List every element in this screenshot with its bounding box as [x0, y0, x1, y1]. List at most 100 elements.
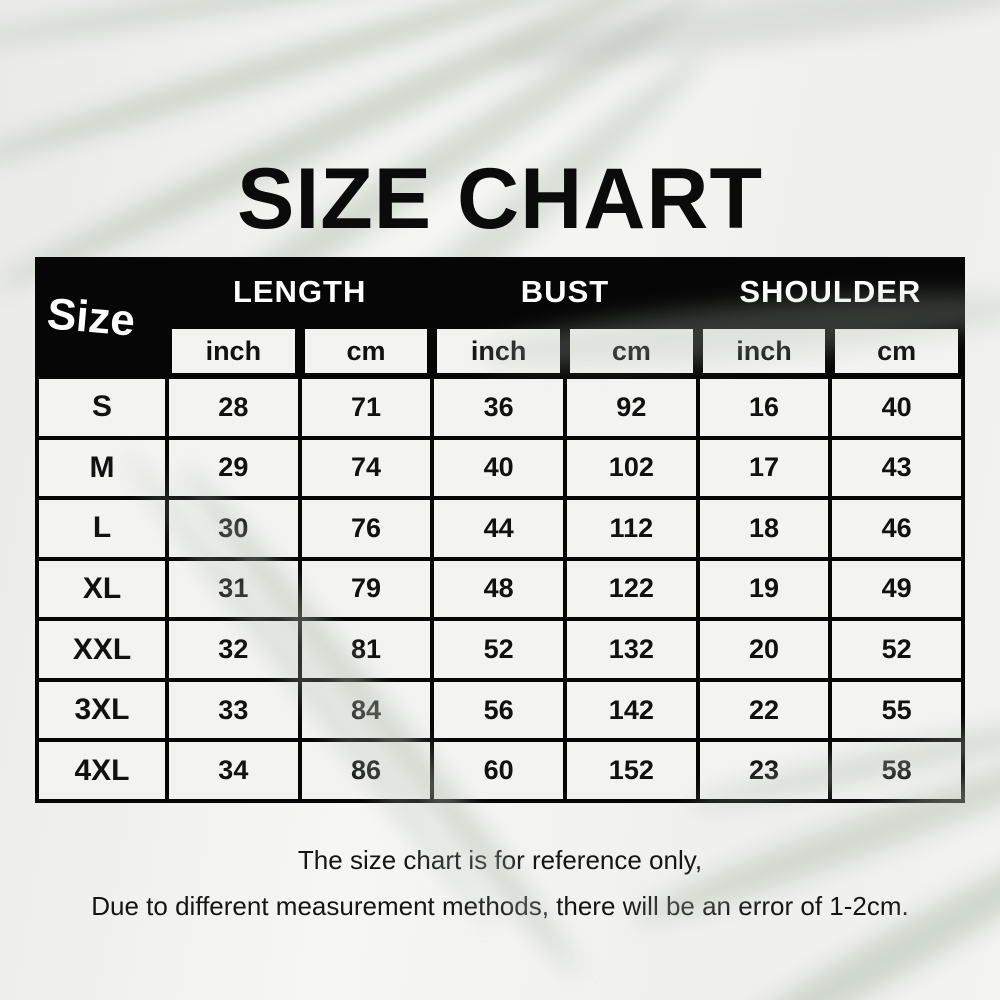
measurement-cell-label: 30 [218, 512, 249, 543]
measurement-cell: 18 [699, 500, 829, 557]
measurement-cell: 17 [699, 439, 829, 497]
measurement-cell: 56 [434, 681, 563, 739]
size-chart-table: Size LENGTH BUST SHOULDER inch cm inch cm inch cm… [35, 257, 965, 803]
measurement-cell: 81 [301, 621, 431, 678]
measurement-cell: 58 [832, 742, 961, 799]
measurement-cell-label: 132 [608, 634, 654, 665]
measurement-cell-label: 23 [748, 755, 780, 786]
measurement-cell: 55 [832, 681, 961, 739]
measurement-cell: 28 [169, 379, 298, 436]
measurement-cell-label: 52 [881, 634, 912, 665]
measurement-cell: 43 [832, 439, 961, 497]
measurement-cell: 40 [434, 439, 563, 497]
measurement-cell-label: 48 [483, 573, 514, 604]
measurement-cell: 76 [301, 500, 431, 557]
measurement-cell-label: 43 [881, 452, 912, 483]
measurement-cell: 52 [434, 621, 563, 678]
measurement-cell: 84 [301, 681, 431, 739]
measurement-cell: 29 [169, 439, 298, 497]
measurement-cell: 92 [567, 379, 696, 436]
measurement-cell-label: 19 [748, 573, 780, 604]
measurement-cell-label: 32 [218, 634, 249, 665]
footer-notes: The size chart is for reference only, Du… [0, 837, 1000, 929]
measurement-cell-label: 86 [350, 755, 382, 786]
measurement-cell: 16 [699, 379, 829, 436]
measurement-cell-label: 92 [616, 391, 647, 422]
measurement-cell-label: 79 [350, 573, 382, 604]
measurement-cell-label: 29 [218, 452, 249, 483]
measurement-cell-label: 81 [350, 634, 382, 665]
measurement-cell: 46 [832, 500, 961, 557]
column-group-header-length: LENGTH [169, 261, 431, 323]
size-row-label-label: XL [82, 571, 122, 605]
measurement-cell: 132 [567, 621, 696, 678]
measurement-cell-label: 142 [608, 694, 654, 725]
measurement-cell-label: 56 [483, 694, 514, 725]
unit-header-label: cm [611, 335, 651, 366]
measurement-cell-label: 152 [608, 755, 654, 786]
measurement-cell: 23 [699, 742, 829, 799]
measurement-cell: 49 [832, 560, 961, 618]
measurement-cell-label: 76 [350, 512, 382, 543]
measurement-cell-label: 55 [881, 694, 912, 725]
measurement-cell: 32 [169, 621, 298, 678]
size-corner-header: Size [39, 261, 165, 375]
measurement-cell: 20 [699, 621, 829, 678]
measurement-cell: 33 [169, 681, 298, 739]
measurement-cell-label: 22 [748, 694, 780, 725]
unit-header: cm [835, 329, 958, 373]
size-row-label-label: S [91, 390, 112, 424]
measurement-cell: 44 [434, 500, 563, 557]
size-row-label: 3XL [39, 681, 165, 739]
unit-header: inch [437, 329, 560, 373]
unit-header-label: inch [205, 335, 262, 366]
footer-note-line1: The size chart is for reference only, [297, 845, 703, 875]
unit-header-label: inch [470, 335, 527, 366]
measurement-cell-label: 40 [483, 452, 514, 483]
column-group-header-bust: BUST [434, 261, 696, 323]
unit-header: cm [570, 329, 693, 373]
column-group-header-length-label: LENGTH [232, 274, 367, 309]
measurement-cell: 48 [434, 560, 563, 618]
measurement-cell-label: 16 [748, 391, 780, 422]
measurement-cell: 74 [301, 439, 431, 497]
size-row-label: 4XL [39, 742, 165, 799]
size-row-label-label: 4XL [74, 753, 130, 787]
size-row-label: XL [39, 560, 165, 618]
measurement-cell-label: 17 [748, 452, 780, 483]
size-row-label-label: XXL [72, 632, 132, 666]
size-row-label-label: L [92, 511, 112, 545]
measurement-cell-label: 31 [218, 573, 249, 604]
size-row-label: XXL [39, 621, 165, 678]
measurement-cell-label: 49 [881, 573, 912, 604]
column-group-header-shoulder: SHOULDER [699, 261, 961, 323]
measurement-cell-label: 60 [483, 755, 514, 786]
measurement-cell-label: 71 [350, 391, 382, 422]
size-row-label: M [39, 439, 165, 497]
unit-header-label: cm [877, 335, 917, 366]
measurement-cell-label: 34 [218, 755, 249, 786]
measurement-cell-label: 46 [881, 512, 912, 543]
measurement-cell: 60 [434, 742, 563, 799]
unit-header: inch [702, 329, 826, 373]
measurement-cell: 112 [567, 500, 696, 557]
measurement-cell: 86 [301, 742, 431, 799]
measurement-cell: 142 [567, 681, 696, 739]
column-group-header-bust-label: BUST [520, 274, 610, 309]
measurement-cell-label: 102 [608, 452, 654, 483]
measurement-cell: 122 [567, 560, 696, 618]
measurement-cell-label: 20 [748, 634, 780, 665]
measurement-cell: 19 [699, 560, 829, 618]
size-row-label: S [39, 379, 165, 436]
measurement-cell-label: 112 [609, 512, 654, 543]
measurement-cell: 22 [699, 681, 829, 739]
unit-header-label: cm [346, 335, 386, 366]
measurement-cell-label: 52 [483, 634, 514, 665]
measurement-cell-label: 58 [881, 755, 912, 786]
size-row-label-label: 3XL [74, 693, 130, 727]
size-row-label-label: M [89, 450, 115, 484]
unit-header: inch [172, 329, 295, 373]
measurement-cell-label: 40 [881, 391, 912, 422]
footer-note-line2: Due to different measurement methods, th… [91, 891, 909, 921]
